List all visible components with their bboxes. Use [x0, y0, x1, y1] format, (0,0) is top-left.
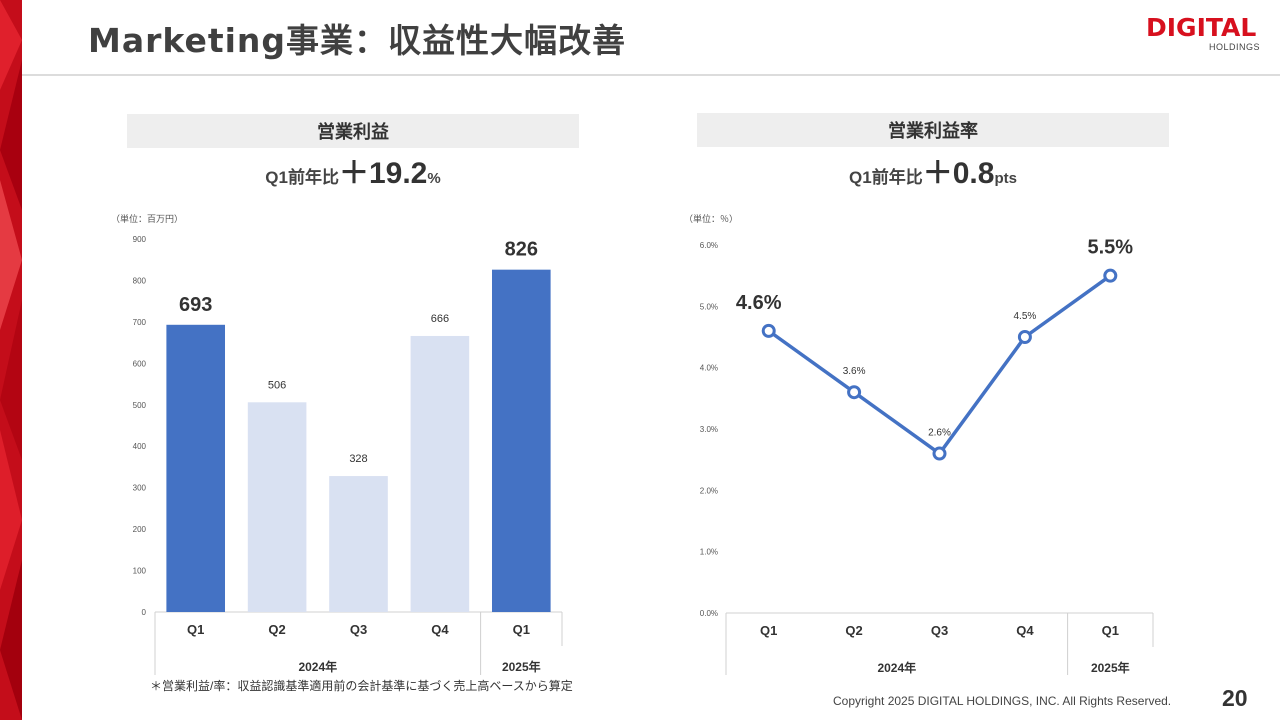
point-value-label: 2.6%	[928, 428, 951, 439]
y-tick-label: 100	[133, 567, 147, 576]
footnote: ＊営業利益/率：収益認識基準適用前の会計基準に基づく売上高ベースから算定	[150, 679, 573, 693]
operating-profit-bar-chart: 0 100 200 300 400 500 600 700 800 900 2024年 2025年 Q1…	[133, 235, 563, 675]
group-label: 2024年	[877, 660, 916, 675]
left-panel-heading: 営業利益	[127, 114, 579, 148]
bar-value-label: 328	[349, 453, 367, 465]
y-tick-label: 500	[133, 401, 147, 410]
y-tick-label: 6.0%	[700, 241, 718, 250]
x-tick-label: Q1	[513, 622, 530, 637]
x-tick-label: Q4	[1016, 623, 1034, 638]
logo-wordmark: DIGITAL	[1146, 13, 1257, 42]
page-number: 20	[1222, 685, 1248, 711]
x-tick-label: Q1	[187, 622, 204, 637]
right-panel-heading: 営業利益率	[697, 113, 1169, 147]
bar-value-label: 693	[179, 294, 212, 316]
y-tick-label: 2.0%	[700, 486, 718, 495]
x-tick-label: Q3	[931, 623, 948, 638]
x-tick-label: Q1	[1102, 623, 1119, 638]
group-label: 2025年	[1091, 660, 1130, 675]
right-yoy-growth: Q1前年比＋0.8pts	[697, 148, 1169, 192]
point-value-label: 4.5%	[1014, 311, 1037, 322]
y-tick-label: 800	[133, 276, 147, 285]
x-tick-label: Q1	[760, 623, 777, 638]
page-title: Marketing事業：収益性大幅改善	[88, 21, 627, 60]
data-point	[847, 385, 862, 400]
data-point	[761, 323, 776, 338]
data-point	[1103, 268, 1118, 283]
point-value-label: 4.6%	[736, 292, 782, 314]
bar	[166, 324, 226, 612]
copyright-notice: Copyright 2025 DIGITAL HOLDINGS, INC. Al…	[833, 694, 1172, 708]
company-logo: DIGITAL HOLDINGS	[1146, 14, 1268, 58]
y-tick-label: 400	[133, 442, 147, 451]
bar	[329, 476, 388, 612]
left-yoy-unit: %	[427, 170, 441, 187]
y-tick-label: 200	[133, 525, 147, 534]
y-tick-label: 900	[133, 235, 147, 244]
x-tick-label: Q3	[350, 622, 367, 637]
bar	[410, 335, 470, 612]
bar-value-label: 826	[505, 239, 538, 261]
decorative-red-band	[0, 0, 22, 720]
left-yoy-value: 19.2	[368, 157, 428, 190]
y-tick-label: 0.0%	[700, 609, 718, 618]
data-point	[932, 446, 947, 461]
right-panel-heading-text: 営業利益率	[888, 121, 978, 141]
bar-value-label: 506	[268, 379, 286, 391]
bar-value-label: 666	[431, 313, 449, 325]
left-yoy-prefix: Q1前年比	[265, 168, 339, 187]
left-yoy-sign: ＋	[338, 157, 369, 190]
group-label: 2024年	[298, 659, 337, 674]
operating-margin-line-chart: 0.0% 1.0% 2.0% 3.0% 4.0% 5.0% 6.0% 2024年 2025年 Q1…	[700, 237, 1154, 675]
y-tick-label: 300	[133, 484, 147, 493]
y-tick-label: 5.0%	[700, 302, 718, 311]
left-yoy-growth: Q1前年比＋19.2%	[127, 148, 579, 192]
y-tick-label: 4.0%	[700, 364, 718, 373]
y-tick-label: 1.0%	[700, 548, 718, 557]
point-value-label: 3.6%	[843, 366, 866, 377]
group-label: 2025年	[502, 659, 541, 674]
right-yoy-sign: ＋	[922, 157, 953, 190]
y-tick-label: 600	[133, 359, 147, 368]
right-unit-label: （単位：％）	[684, 214, 739, 224]
point-value-label: 5.5%	[1088, 237, 1134, 259]
data-point	[1017, 330, 1032, 344]
right-yoy-unit: pts	[994, 170, 1017, 187]
header-divider	[22, 74, 1280, 76]
logo-subtitle: HOLDINGS	[1208, 42, 1260, 52]
left-panel-heading-text: 営業利益	[317, 122, 389, 142]
right-yoy-prefix: Q1前年比	[849, 168, 923, 187]
bar	[247, 402, 307, 612]
bar	[491, 269, 551, 612]
left-unit-label: （単位：百万円）	[111, 214, 184, 224]
x-tick-label: Q4	[431, 622, 449, 637]
x-tick-label: Q2	[845, 623, 862, 638]
y-tick-label: 0	[142, 608, 147, 617]
y-tick-label: 700	[133, 318, 147, 327]
y-tick-label: 3.0%	[700, 425, 718, 434]
x-tick-label: Q2	[268, 622, 285, 637]
right-yoy-value: 0.8	[952, 157, 995, 190]
